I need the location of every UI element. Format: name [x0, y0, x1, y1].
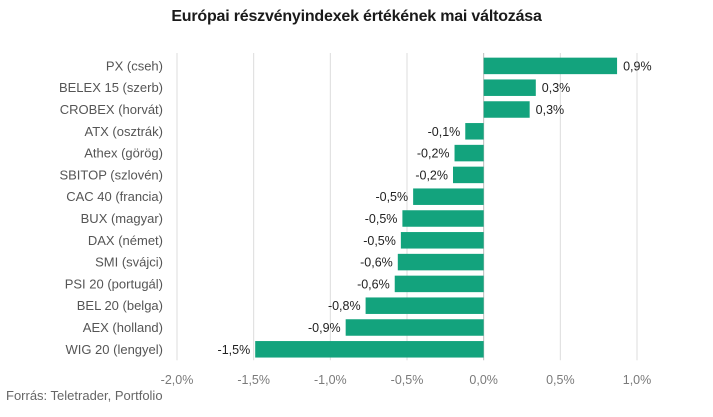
data-label: -0,6%: [357, 277, 390, 291]
bars: [255, 57, 618, 358]
bar: [465, 123, 484, 140]
bar: [394, 275, 484, 293]
bar: [400, 232, 484, 249]
data-label: -1,5%: [218, 343, 251, 357]
category-label: CAC 40 (francia): [66, 189, 163, 204]
data-label: -0,2%: [417, 147, 450, 161]
category-label: BELEX 15 (szerb): [59, 80, 163, 95]
category-label: PSI 20 (portugál): [65, 276, 163, 291]
bar: [365, 297, 484, 314]
x-tick-label: 0,5%: [546, 373, 575, 387]
x-tick-label: -2,0%: [161, 373, 194, 387]
x-tick-label: 1,0%: [623, 373, 652, 387]
data-label: -0,6%: [360, 256, 393, 270]
category-label: SBITOP (szlovén): [59, 167, 163, 182]
bar: [483, 101, 530, 118]
data-label: 0,3%: [542, 81, 571, 95]
category-label: Athex (görög): [84, 146, 163, 161]
x-tick-label: 0,0%: [469, 373, 498, 387]
category-label: SMI (svájci): [95, 255, 163, 270]
category-label: PX (cseh): [106, 58, 163, 73]
category-label: AEX (holland): [83, 320, 163, 335]
data-label: -0,8%: [328, 299, 361, 313]
bar: [483, 57, 618, 75]
category-label: WIG 20 (lengyel): [65, 342, 163, 357]
data-label: -0,5%: [375, 190, 408, 204]
data-label: -0,1%: [428, 125, 461, 139]
bar: [413, 188, 484, 205]
category-label: ATX (osztrák): [85, 124, 164, 139]
data-label: -0,9%: [308, 321, 341, 335]
grid-lines: [176, 53, 638, 361]
data-label: -0,2%: [415, 168, 448, 182]
category-label: DAX (német): [88, 233, 163, 248]
data-label: 0,9%: [623, 59, 652, 73]
category-label: BEL 20 (belga): [77, 298, 163, 313]
source-note: Forrás: Teletrader, Portfolio: [6, 388, 163, 403]
bar: [402, 210, 484, 227]
data-label: -0,5%: [363, 234, 396, 248]
data-label: 0,3%: [536, 103, 565, 117]
bar: [255, 341, 484, 358]
category-label: CROBEX (horvát): [60, 102, 163, 117]
x-tick-label: -1,0%: [314, 373, 347, 387]
x-tick-label: -0,5%: [391, 373, 424, 387]
bar: [453, 166, 484, 184]
bar: [483, 79, 536, 96]
category-labels: PX (cseh) BELEX 15 (szerb) CROBEX (horvát)…: [59, 58, 163, 356]
data-label: -0,5%: [365, 212, 398, 226]
bar: [454, 144, 484, 162]
x-axis-ticks: -2,0% -1,5% -1,0% -0,5% 0,0% 0,5% 1,0%: [161, 373, 652, 387]
category-label: BUX (magyar): [81, 211, 163, 226]
chart-title: Európai részvényindexek értékének mai vá…: [171, 8, 542, 25]
x-tick-label: -1,5%: [237, 373, 270, 387]
bar: [397, 253, 484, 271]
data-labels: 0,9% 0,3% 0,3% -0,1% -0,2% -0,2% -0,5% -0,5% -0,…: [218, 59, 652, 356]
bar: [345, 319, 484, 336]
